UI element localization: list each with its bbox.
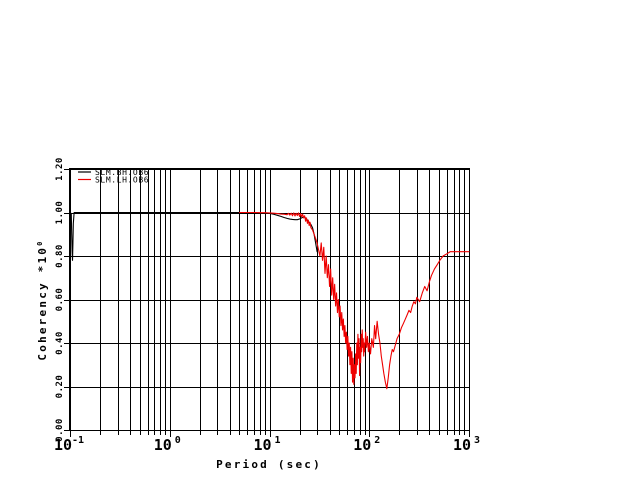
svg-text:1: 1 — [274, 435, 280, 446]
y-tick-label: 1.20 — [55, 157, 65, 181]
legend-label: SLM.LH.OB6 — [95, 176, 149, 185]
svg-text:10: 10 — [54, 436, 72, 454]
y-axis-tickmarks — [64, 169, 70, 431]
svg-text:3: 3 — [474, 435, 480, 446]
y-axis-tick-labels: 0.00 0.20 0.40 0.60 0.80 1.00 1.20 — [55, 157, 65, 442]
svg-text:10: 10 — [453, 436, 471, 454]
legend-item-1[interactable]: SLM.LH.OB6 — [78, 176, 149, 185]
x-tick-label: 10 -1 — [54, 435, 84, 454]
y-tick-label: 0.00 — [55, 418, 65, 442]
y-tick-label: 0.80 — [55, 244, 65, 268]
legend-item-0[interactable]: SLM.BH.OB6 — [78, 168, 149, 177]
y-axis-title: Coherency *100 — [36, 239, 49, 360]
plot-frame — [68, 167, 471, 432]
legend-label: SLM.BH.OB6 — [95, 168, 149, 177]
x-tick-label: 10 2 — [353, 435, 380, 454]
svg-text:10: 10 — [253, 436, 271, 454]
data-series-layer — [69, 211, 470, 390]
svg-text:10: 10 — [154, 436, 172, 454]
y-tick-label: 1.00 — [55, 201, 65, 225]
svg-text:0: 0 — [175, 435, 181, 446]
x-axis-tickmarks — [70, 430, 470, 437]
x-tick-label: 10 3 — [453, 435, 480, 454]
x-tick-label: 10 1 — [253, 435, 280, 454]
x-axis-tick-labels: 10 -1 10 0 10 1 10 2 10 3 — [54, 435, 480, 454]
svg-text:-1: -1 — [72, 435, 84, 446]
y-tick-label: 0.60 — [55, 288, 65, 312]
x-axis-title: Period (sec) — [216, 458, 322, 471]
svg-text:10: 10 — [353, 436, 371, 454]
series-line-1 — [238, 211, 470, 390]
svg-text:2: 2 — [374, 435, 380, 446]
x-tick-label: 10 0 — [154, 435, 181, 454]
y-tick-label: 0.40 — [55, 331, 65, 355]
y-tick-label: 0.20 — [55, 375, 65, 399]
